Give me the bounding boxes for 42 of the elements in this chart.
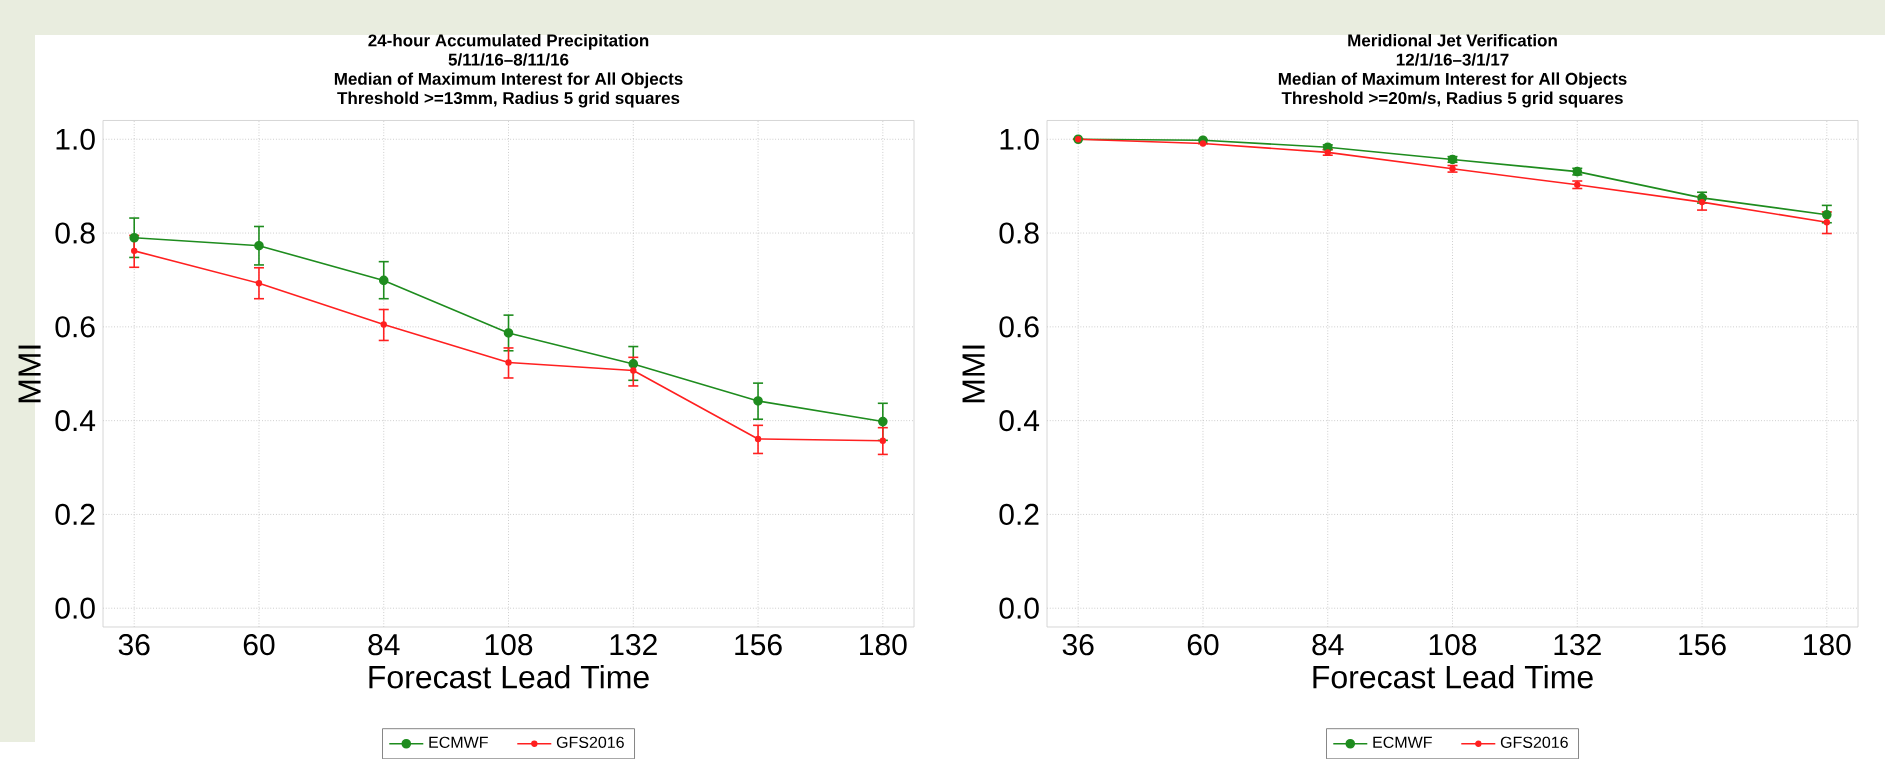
x-tick-label: 60 xyxy=(1187,633,1219,656)
x-tick-label: 108 xyxy=(485,633,533,656)
chart-subtitle: 5/11/16–8/11/16 xyxy=(448,53,569,66)
y-tick-label: 0.4 xyxy=(999,409,1040,432)
x-tick-label: 156 xyxy=(1679,633,1726,656)
chart-subtitle: 12/1/16–3/1/17 xyxy=(1396,53,1509,66)
x-tick-label: 36 xyxy=(1062,633,1094,656)
y-tick-label: 1.0 xyxy=(1000,128,1039,150)
legend-label: GFS2016 xyxy=(556,736,624,748)
x-tick-label: 84 xyxy=(368,633,400,656)
x-tick-label: 84 xyxy=(1312,633,1344,656)
x-axis-title: Forecast Lead Time xyxy=(369,664,649,689)
text: Median of Maximum Interest for All Objects xyxy=(334,72,683,89)
y-tick-label: 0.8 xyxy=(999,222,1039,244)
y-axis-title: MMI xyxy=(962,345,985,403)
y-tick-label: 0.2 xyxy=(999,503,1039,525)
chart-title: Meridional Jet Verification xyxy=(1348,33,1557,47)
x-tick-label: 156 xyxy=(735,633,782,656)
text: Threshold >=13mm, Radius 5 grid squares xyxy=(337,91,680,108)
legend-label: GFS2016 xyxy=(1500,736,1568,748)
text: Threshold >=20m/s, Radius 5 grid squares xyxy=(1281,91,1623,108)
x-tick-label: 180 xyxy=(860,633,907,656)
chart-title: 24-hour Accumulated Precipitation xyxy=(368,33,649,50)
legend-label: ECMWF xyxy=(1373,736,1432,748)
x-tick-label: 36 xyxy=(118,633,150,656)
y-tick-label: 0.2 xyxy=(55,503,95,525)
y-tick-label: 0.6 xyxy=(999,316,1039,338)
y-tick-label: 0.8 xyxy=(55,222,95,244)
text: Median of Maximum Interest for All Objects xyxy=(1278,72,1627,89)
y-tick-label: 0.0 xyxy=(999,597,1039,619)
x-tick-label: 108 xyxy=(1429,633,1477,656)
x-tick-label: 132 xyxy=(1554,633,1601,656)
x-tick-label: 180 xyxy=(1804,633,1851,656)
x-axis-title: Forecast Lead Time xyxy=(1313,664,1593,689)
x-tick-label: 132 xyxy=(610,633,657,656)
y-tick-label: 0.6 xyxy=(55,316,95,338)
x-tick-label: 60 xyxy=(243,633,275,656)
y-tick-label: 1.0 xyxy=(56,128,95,150)
legend-label: ECMWF xyxy=(429,736,488,748)
y-axis-title: MMI xyxy=(18,345,41,403)
y-tick-label: 0.4 xyxy=(55,409,96,432)
y-tick-label: 0.0 xyxy=(55,597,95,619)
